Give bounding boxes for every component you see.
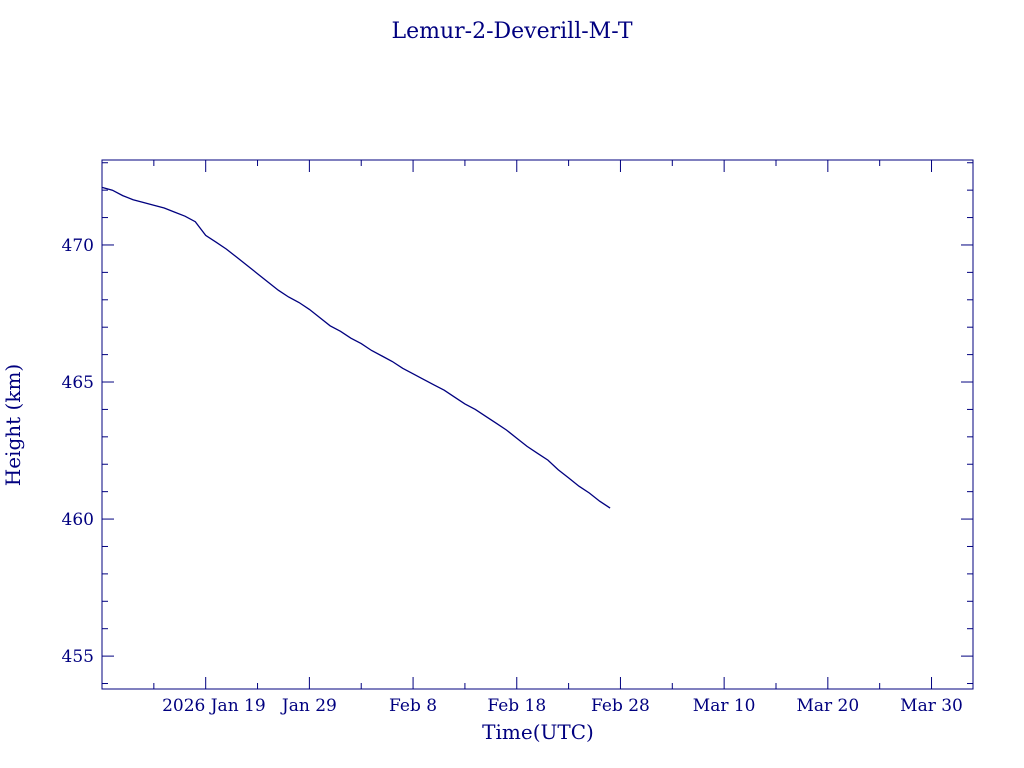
x-tick-label: Mar 30	[900, 696, 963, 716]
y-tick-label: 465	[62, 373, 94, 393]
chart-title: Lemur-2-Deverill-M-T	[391, 19, 632, 44]
y-axis-label: Height (km)	[1, 364, 25, 486]
x-tick-label: Jan 29	[280, 696, 337, 716]
y-axis: 455 460 465 470	[62, 162, 973, 685]
x-tick-label: 2026 Jan 19	[162, 696, 266, 716]
y-tick-label: 470	[62, 236, 94, 256]
x-axis-label: Time(UTC)	[482, 720, 594, 744]
series-line-height	[101, 186, 611, 509]
plot-frame	[101, 159, 974, 690]
y-tick-label: 460	[62, 510, 94, 530]
x-tick-label: Mar 10	[693, 696, 756, 716]
y-tick-label: 455	[62, 647, 94, 667]
x-tick-label: Mar 20	[796, 696, 859, 716]
x-tick-label: Feb 18	[487, 696, 546, 716]
x-tick-label: Feb 8	[389, 696, 437, 716]
x-tick-label: Feb 28	[591, 696, 650, 716]
x-axis: 2026 Jan 19 Jan 29 Feb 8 Feb 18 Feb 28 Mar 10…	[101, 160, 963, 716]
